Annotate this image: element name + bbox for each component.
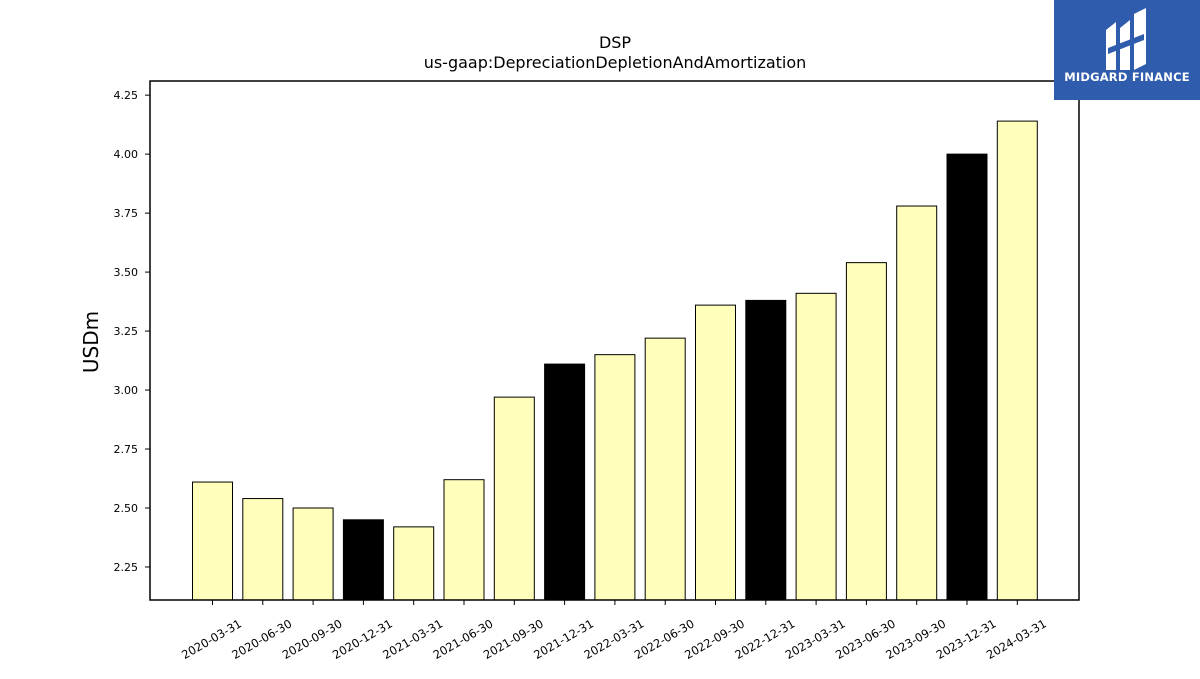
chart-title: DSP: [599, 33, 631, 52]
bar-2021-12-31: [544, 363, 586, 601]
bar-2020-06-30: [242, 498, 284, 601]
y-tick-label: 3.75: [114, 207, 139, 220]
y-axis-label: USDm: [79, 311, 103, 373]
y-tick-label: 3.25: [114, 325, 139, 338]
y-tick-label: 4.00: [114, 148, 139, 161]
bar-2023-09-30: [896, 205, 938, 601]
y-tick-label: 2.50: [114, 502, 139, 515]
brand-name: MIDGARD FINANCE: [1064, 70, 1190, 84]
plot-frame: [149, 80, 1080, 601]
bar-2020-09-30: [292, 507, 334, 601]
bar-2023-06-30: [845, 262, 887, 601]
bar-2022-12-31: [745, 299, 787, 601]
bar-2020-12-31: [342, 519, 384, 601]
x-ticks-group: 2020-03-312020-06-302020-09-302020-12-31…: [179, 600, 1049, 662]
bars-group: [192, 120, 1038, 601]
y-tick-label: 2.25: [114, 561, 139, 574]
midgard-logo-icon: [1106, 8, 1146, 70]
bar-2023-03-31: [795, 292, 837, 601]
bar-2021-09-30: [493, 396, 535, 601]
bar-2022-06-30: [644, 337, 686, 601]
bar-2020-03-31: [192, 481, 233, 601]
bar-2021-03-31: [393, 526, 435, 601]
bar-2022-09-30: [695, 304, 736, 601]
y-ticks-group: 2.25 2.50 2.75 3.00 3.25 3.50 3.75 4.00 4.25: [114, 89, 150, 574]
bar-2022-03-31: [594, 354, 636, 601]
brand-logo: MIDGARD FINANCE: [1054, 0, 1200, 100]
bar-2024-03-31: [996, 120, 1038, 601]
y-tick-label: 2.75: [114, 443, 139, 456]
y-tick-label: 3.50: [114, 266, 139, 279]
chart-subtitle: us-gaap:DepreciationDepletionAndAmortiza…: [424, 53, 807, 72]
bar-2021-06-30: [443, 479, 485, 601]
bar-2023-12-31: [946, 153, 988, 601]
y-tick-label: 3.00: [114, 384, 139, 397]
y-tick-label: 4.25: [114, 89, 139, 102]
